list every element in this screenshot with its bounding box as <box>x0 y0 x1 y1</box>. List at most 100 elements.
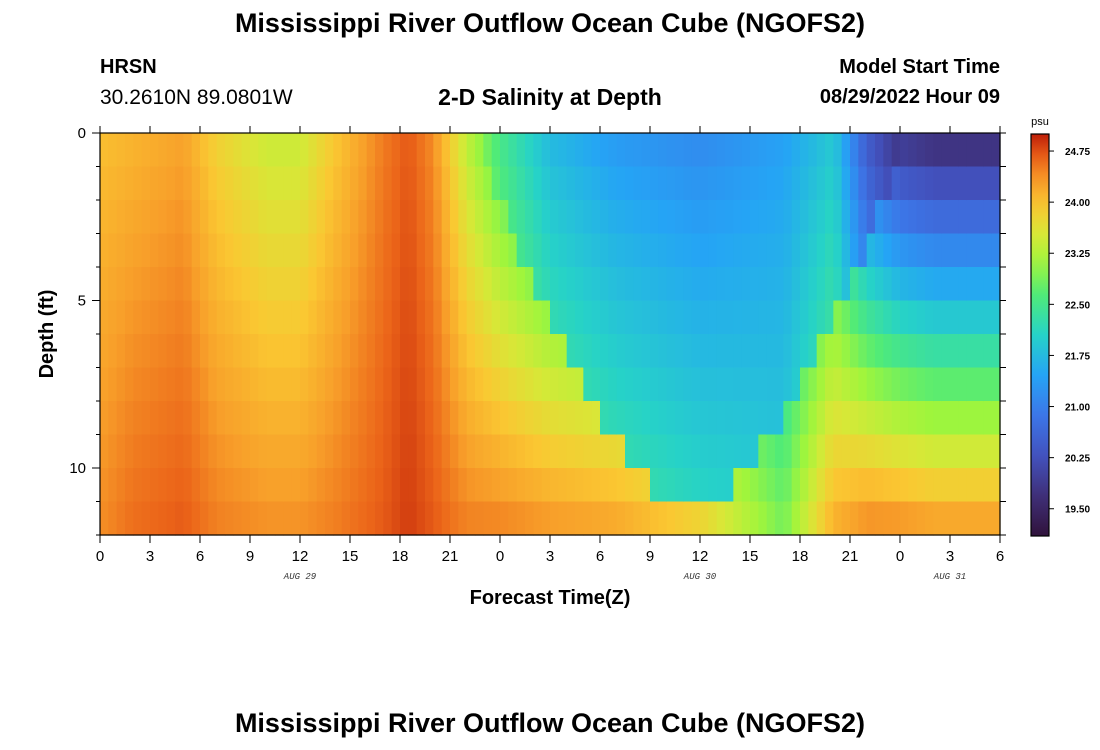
heatmap-cell <box>691 434 701 469</box>
heatmap-cell <box>508 401 518 436</box>
heatmap-cell <box>700 468 709 503</box>
heatmap-cell <box>283 166 293 201</box>
heatmap-cell <box>975 166 984 201</box>
heatmap-cell <box>700 401 709 436</box>
heatmap-cell <box>316 401 326 436</box>
chart-title: Mississippi River Outflow Ocean Cube (NG… <box>234 8 866 38</box>
heatmap-cell <box>433 401 443 436</box>
heatmap-cell <box>841 367 851 402</box>
heatmap-cell <box>650 434 659 469</box>
heatmap-cell <box>800 200 809 235</box>
heatmap-cell <box>800 300 809 335</box>
heatmap-cell <box>916 501 926 536</box>
heatmap-cell <box>275 133 284 168</box>
heatmap-cell <box>908 233 918 268</box>
heatmap-cell <box>266 233 276 268</box>
heatmap-cell <box>150 367 159 402</box>
heatmap-cell <box>375 166 384 201</box>
heatmap-cell <box>658 501 668 536</box>
heatmap-cell <box>133 468 143 503</box>
heatmap-cell <box>941 401 951 436</box>
heatmap-cell <box>941 300 951 335</box>
colorbar-tick-label: 22.50 <box>1065 300 1090 311</box>
heatmap-cell <box>783 367 793 402</box>
heatmap-cell <box>858 468 868 503</box>
heatmap-cell <box>358 267 368 302</box>
heatmap-cell <box>183 501 193 536</box>
heatmap-cell <box>866 267 876 302</box>
heatmap-cell <box>933 367 943 402</box>
heatmap-cell <box>641 166 651 201</box>
heatmap-cell <box>950 334 959 369</box>
heatmap-cell <box>183 367 193 402</box>
heatmap-cell <box>666 233 676 268</box>
heatmap-cell <box>850 434 859 469</box>
heatmap-cell <box>941 233 951 268</box>
heatmap-cell <box>166 233 176 268</box>
heatmap-cell <box>700 133 709 168</box>
heatmap-cell <box>750 133 759 168</box>
heatmap-cell <box>916 200 926 235</box>
heatmap-cell <box>366 233 376 268</box>
heatmap-cell <box>908 166 918 201</box>
heatmap-cell <box>741 334 751 369</box>
heatmap-cell <box>208 267 218 302</box>
heatmap-cell <box>683 334 693 369</box>
heatmap-cell <box>791 334 801 369</box>
heatmap-cell <box>658 200 668 235</box>
heatmap-cell <box>433 300 443 335</box>
heatmap-cell <box>775 133 784 168</box>
heatmap-cell <box>483 434 493 469</box>
heatmap-cell <box>166 401 176 436</box>
heatmap-cell <box>425 468 434 503</box>
heatmap-cell <box>191 233 201 268</box>
heatmap-cell <box>408 300 418 335</box>
heatmap-cell <box>458 300 468 335</box>
heatmap-cell <box>591 133 601 168</box>
heatmap-cell <box>825 501 834 536</box>
heatmap-cell <box>875 300 884 335</box>
heatmap-cell <box>733 166 743 201</box>
heatmap-cell <box>141 434 151 469</box>
heatmap-cell <box>858 267 868 302</box>
heatmap-cell <box>583 133 593 168</box>
heatmap-cell <box>591 267 601 302</box>
heatmap-cell <box>716 468 726 503</box>
heatmap-cell <box>866 233 876 268</box>
heatmap-cell <box>283 434 293 469</box>
station-coordinates: 30.2610N 89.0801W <box>100 86 293 109</box>
heatmap-cell <box>858 133 868 168</box>
heatmap-cell <box>775 434 784 469</box>
heatmap-cell <box>833 367 843 402</box>
heatmap-cell <box>358 300 368 335</box>
heatmap-cell <box>450 267 459 302</box>
heatmap-cell <box>633 468 643 503</box>
heatmap-cell <box>775 233 784 268</box>
y-axis: 0 5 10 <box>69 125 1006 536</box>
heatmap-cell <box>600 233 609 268</box>
heatmap-cell <box>483 401 493 436</box>
colorbar-gradient <box>1030 133 1050 537</box>
heatmap-cell <box>291 300 301 335</box>
heatmap-cell <box>825 133 834 168</box>
heatmap-cell <box>550 501 559 536</box>
heatmap-cell <box>400 233 409 268</box>
heatmap-cell <box>241 200 251 235</box>
heatmap-cell <box>600 434 609 469</box>
heatmap-cell <box>116 367 126 402</box>
heatmap-cell <box>750 501 759 536</box>
heatmap-cell <box>558 468 568 503</box>
heatmap-cell <box>333 200 343 235</box>
heatmap-cell <box>900 300 909 335</box>
heatmap-cell <box>208 300 218 335</box>
heatmap-cell <box>866 200 876 235</box>
y-axis-title: Depth (ft) <box>36 290 58 379</box>
heatmap-cell <box>650 367 659 402</box>
heatmap-cell <box>558 200 568 235</box>
x-tick-label: 21 <box>842 548 859 565</box>
heatmap-cell <box>933 434 943 469</box>
heatmap-cell <box>408 166 418 201</box>
heatmap-cell <box>658 401 668 436</box>
heatmap-cell <box>141 367 151 402</box>
heatmap-cell <box>200 367 209 402</box>
